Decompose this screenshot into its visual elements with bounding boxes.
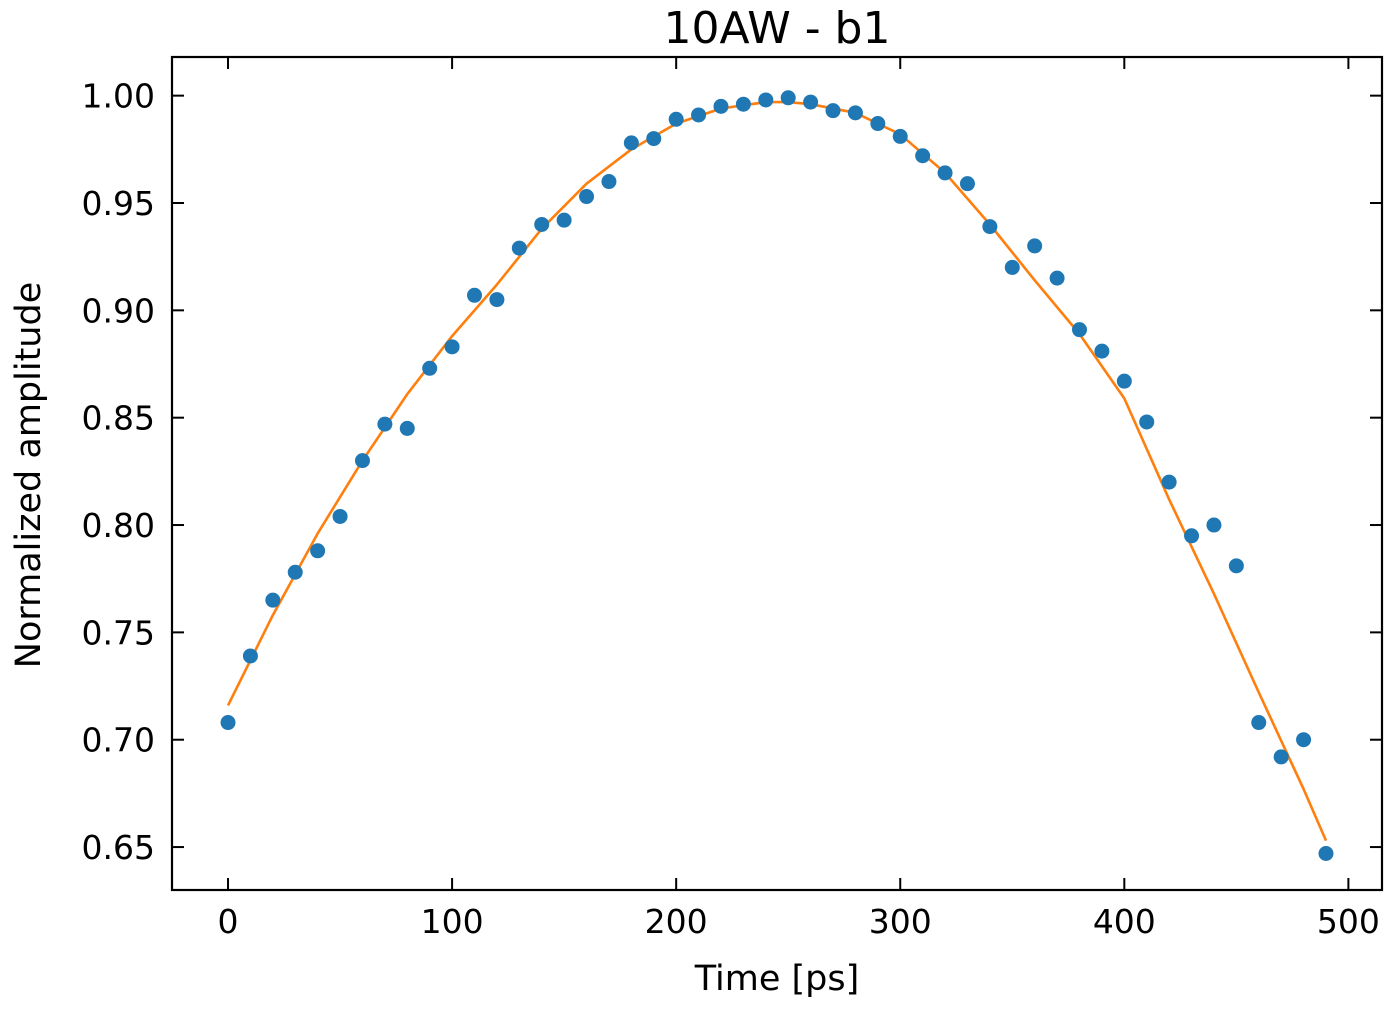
data-point <box>982 219 998 235</box>
data-point <box>959 176 975 192</box>
data-point <box>1318 846 1334 862</box>
x-tick-label: 500 <box>1317 902 1380 941</box>
y-tick-label: 0.95 <box>82 184 155 223</box>
data-point <box>691 107 707 123</box>
data-point <box>1296 732 1312 748</box>
plot-area: 0 100 200 300 400 500 0.65 0.70 0.75 0.80 0.85 0.90… <box>82 55 1384 941</box>
data-point <box>623 135 639 151</box>
data-point <box>1228 558 1244 574</box>
data-point <box>915 148 931 164</box>
data-point <box>646 131 662 147</box>
y-tick-label: 1.00 <box>82 77 155 116</box>
data-point <box>735 96 751 112</box>
data-point <box>422 360 438 376</box>
y-axis-label: Normalized amplitude <box>9 282 49 668</box>
x-axis-label: Time [ps] <box>694 959 860 999</box>
data-point <box>825 103 841 119</box>
data-point <box>758 92 774 108</box>
x-tick-label: 300 <box>869 902 932 941</box>
data-point <box>1094 343 1110 359</box>
data-point <box>1273 749 1289 765</box>
data-point <box>601 174 617 190</box>
data-point <box>870 116 886 132</box>
x-tick-label: 100 <box>421 902 484 941</box>
data-point <box>803 94 819 110</box>
y-tick-label: 0.65 <box>82 828 155 867</box>
data-point <box>467 287 482 303</box>
data-point <box>1251 715 1267 731</box>
y-tick-label: 0.80 <box>82 506 155 545</box>
data-point <box>713 98 729 114</box>
y-tick-label: 0.70 <box>82 721 155 760</box>
data-point <box>220 715 236 731</box>
data-point <box>242 648 258 664</box>
data-point <box>354 453 370 469</box>
data-point <box>847 105 863 121</box>
data-point <box>399 420 415 436</box>
data-point <box>668 111 684 127</box>
data-point <box>287 564 303 580</box>
data-point <box>1184 528 1200 544</box>
data-point <box>1072 322 1087 338</box>
data-point <box>489 292 505 308</box>
chart-title: 10AW - b1 <box>664 3 891 54</box>
data-point <box>892 128 908 144</box>
fit-curve-line <box>226 100 1328 842</box>
plot-frame <box>170 55 1384 892</box>
data-point <box>1161 474 1177 490</box>
data-point <box>310 543 326 559</box>
x-tick-label: 400 <box>1093 902 1156 941</box>
y-tick-label: 0.85 <box>82 399 155 438</box>
data-point <box>265 592 281 608</box>
data-point <box>1027 238 1043 254</box>
data-point <box>444 339 460 355</box>
data-point <box>1116 373 1132 389</box>
data-point <box>1206 517 1222 533</box>
data-point <box>1049 270 1065 286</box>
data-point <box>579 189 595 205</box>
data-point <box>937 165 953 181</box>
x-tick-label: 0 <box>218 902 239 941</box>
data-point <box>1004 259 1020 275</box>
x-tick-label: 200 <box>645 902 708 941</box>
data-point <box>511 240 527 256</box>
y-tick-label: 0.90 <box>82 291 155 330</box>
data-point <box>1139 414 1155 430</box>
data-point <box>377 416 393 432</box>
data-point <box>534 216 550 232</box>
y-tick-label: 0.75 <box>82 613 155 652</box>
data-point <box>332 508 348 524</box>
data-point <box>780 90 796 106</box>
data-point <box>556 212 572 228</box>
